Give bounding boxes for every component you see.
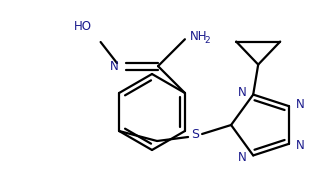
Text: N: N — [110, 60, 119, 73]
Text: NH: NH — [190, 30, 207, 43]
Text: HO: HO — [74, 20, 92, 33]
Text: S: S — [191, 129, 199, 142]
Text: N: N — [237, 151, 246, 164]
Text: N: N — [237, 86, 246, 99]
Text: N: N — [296, 139, 305, 152]
Text: N: N — [296, 98, 305, 111]
Text: 2: 2 — [204, 36, 210, 45]
